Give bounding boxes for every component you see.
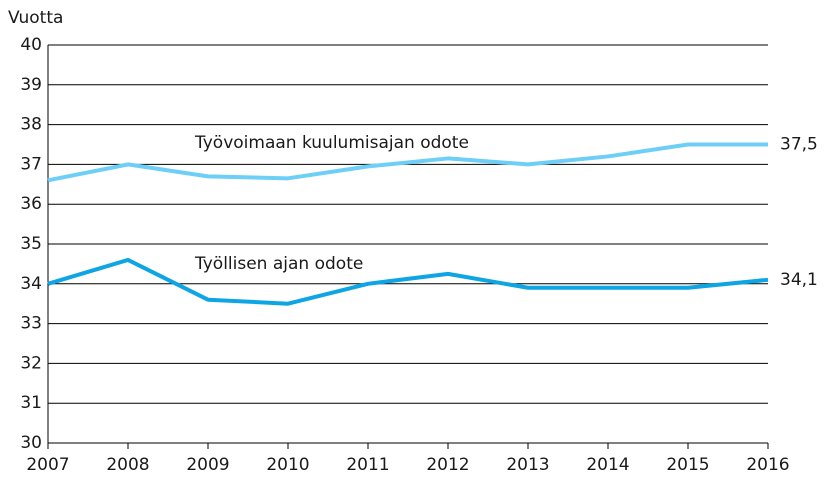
series-name: Työllisen ajan odote [194,254,363,274]
y-tick-label: 37 [20,154,42,174]
x-tick-label: 2014 [586,455,629,475]
y-tick-label: 36 [20,194,42,214]
y-tick-label: 32 [20,353,42,373]
y-tick-label: 31 [20,393,42,413]
x-tick-label: 2010 [266,455,309,475]
x-tick-label: 2016 [746,455,789,475]
series-name: Työvoimaan kuulumisajan odote [194,133,469,153]
series-line [47,257,769,306]
x-tick-label: 2011 [346,455,389,475]
x-tick-label: 2008 [106,455,149,475]
value-label: 37,5 [780,135,818,155]
x-tick-label: 2013 [506,455,549,475]
series-line [47,142,768,183]
x-tick-label: 2015 [666,455,709,475]
y-tick-label: 30 [20,433,42,453]
y-tick-label: 40 [20,35,42,55]
y-tick-label: 38 [20,115,42,135]
x-tick-label: 2007 [26,455,69,475]
y-tick-label: 34 [20,274,42,294]
y-axis-label: Vuotta [8,8,63,28]
y-tick-label: 35 [20,234,42,254]
y-tick-label: 33 [20,314,42,334]
value-label: 34,1 [780,270,818,290]
x-tick-label: 2009 [186,455,229,475]
y-tick-label: 39 [20,75,42,95]
x-tick-label: 2012 [426,455,469,475]
